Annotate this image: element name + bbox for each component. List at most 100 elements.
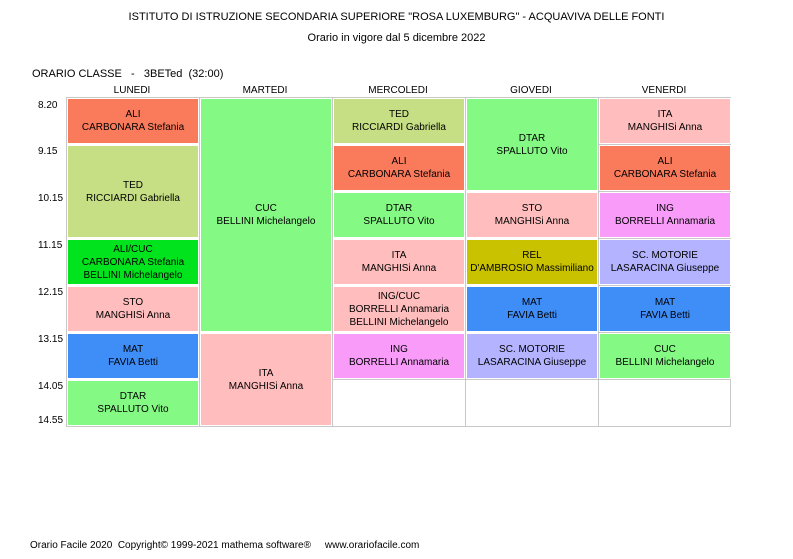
lesson-cell[interactable]: STO MANGHISi Anna [67,286,199,332]
lesson-cell[interactable]: ALI CARBONARA Stefania [67,98,199,144]
row-divider [332,379,465,380]
lesson-cell[interactable]: REL D'AMBROSIO Massimiliano [466,239,598,285]
lesson-subject: ITA [391,250,407,261]
column-divider [598,97,599,427]
validity-date: Orario in vigore dal 5 dicembre 2022 [307,32,486,44]
day-header: VENERDI [641,85,687,96]
lesson-teacher: FAVIA Betti [640,310,690,321]
lesson-subject: REL [522,250,542,261]
time-label: 11.15 [38,240,63,251]
row-divider [465,379,598,380]
lesson-teacher: BELLINI Michelangelo [216,216,316,227]
lesson-cell[interactable]: ING BORRELLI Annamaria [333,333,465,379]
lesson-subject: ING/CUC [377,290,421,302]
lesson-subject: STO [521,203,543,214]
lesson-cell[interactable]: MAT FAVIA Betti [599,286,731,332]
column-divider [199,97,200,427]
lesson-teacher: SPALLUTO Vito [363,216,435,227]
lesson-teacher: SPALLUTO Vito [97,404,169,415]
lesson-subject: DTAR [119,391,147,402]
lesson-cell[interactable]: ITA MANGHISi Anna [599,98,731,144]
row-divider [598,191,731,192]
lesson-subject: SC. MOTORIE [632,250,698,261]
lesson-cell[interactable]: SC. MOTORIE LASARACINA Giuseppe [466,333,598,379]
lesson-teacher: MANGHISi Anna [228,380,304,392]
lesson-subject: CUC [654,344,676,355]
day-header: GIOVEDI [510,85,552,96]
lesson-cell[interactable]: DTAR SPALLUTO Vito [333,192,465,238]
lesson-teacher: MANGHISi Anna [361,263,437,274]
lesson-teacher: LASARACINA Giuseppe [610,263,720,274]
class-title: ORARIO CLASSE - 3BETed (32:00) [32,68,224,80]
lesson-cell[interactable]: ALI CARBONARA Stefania [333,145,465,191]
lesson-subject: ING [656,203,674,214]
column-divider [465,97,466,427]
lesson-cell[interactable]: MAT FAVIA Betti [67,333,199,379]
lesson-subject: ING [390,344,408,355]
lesson-teacher: FAVIA Betti [507,310,557,321]
lesson-subject: DTAR [385,203,413,214]
lesson-cell[interactable]: ALI CARBONARA Stefania [599,145,731,191]
column-divider [332,97,333,427]
lesson-cell[interactable]: ING/CUC BORRELLI Annamaria BELLINI Michela… [333,286,465,332]
lesson-subject: TED [123,179,143,191]
lesson-teacher: BELLINI Michelangelo [615,357,715,368]
lesson-cell[interactable]: DTAR SPALLUTO Vito [466,98,598,191]
lesson-cell[interactable]: DTAR SPALLUTO Vito [67,380,199,426]
day-header: LUNEDI [113,85,151,96]
lesson-teacher: RICCIARDI Gabriella [352,122,446,133]
lesson-subject: ALI [657,156,673,167]
lesson-subject: MAT [654,297,676,308]
lesson-cell[interactable]: ITA MANGHISi Anna [200,333,332,426]
lesson-cell[interactable]: TED RICCIARDI Gabriella [67,145,199,238]
day-header: MERCOLEDI [368,85,428,96]
lesson-cell[interactable]: ITA MANGHISi Anna [333,239,465,285]
school-title: ISTITUTO DI ISTRUZIONE SECONDARIA SUPERI… [128,11,665,23]
lesson-cell[interactable]: MAT FAVIA Betti [466,286,598,332]
lesson-teacher: CARBONARA Stefania [81,122,185,133]
lesson-teacher: MANGHISi Anna [494,216,570,227]
row-divider [598,379,731,380]
row-divider [598,144,731,145]
lesson-teacher: FAVIA Betti [108,357,158,368]
time-label: 9.15 [38,146,58,157]
lesson-subject: STO [122,297,144,308]
row-divider [598,332,731,333]
day-header: MARTEDI [242,85,288,96]
lesson-teacher: CARBONARA Stefania [347,169,451,180]
lesson-cell[interactable]: ALI/CUC CARBONARA Stefania BELLINI Michela… [67,239,199,285]
lesson-cell[interactable]: TED RICCIARDI Gabriella [333,98,465,144]
lesson-subject: ALI/CUC [113,243,153,255]
lesson-cell[interactable]: ING BORRELLI Annamaria [599,192,731,238]
row-divider [598,285,731,286]
lesson-teacher: BORRELLI Annamaria [614,216,716,227]
lesson-teacher: RICCIARDI Gabriella [86,192,180,204]
lesson-teacher: BELLINI Michelangelo [83,269,183,281]
row-divider [598,238,731,239]
time-label: 12.15 [38,287,64,298]
lesson-subject: SC. MOTORIE [499,344,565,355]
lesson-teacher: BORRELLI Annamaria [348,357,450,368]
time-label: 14.55 [38,415,64,426]
lesson-cell[interactable]: STO MANGHISi Anna [466,192,598,238]
lesson-teacher: LASARACINA Giuseppe [477,357,587,368]
time-label: 14.05 [38,381,64,392]
lesson-subject: DTAR [518,132,546,144]
time-label: 13.15 [38,334,64,345]
lesson-teacher: BORRELLI Annamaria [348,303,450,315]
lesson-teacher: SPALLUTO Vito [496,145,568,157]
lesson-cell[interactable]: CUC BELLINI Michelangelo [200,98,332,332]
time-label: 10.15 [38,193,64,204]
lesson-subject: ITA [258,367,274,379]
lesson-cell[interactable]: SC. MOTORIE LASARACINA Giuseppe [599,239,731,285]
lesson-subject: ALI [391,156,407,167]
lesson-teacher: CARBONARA Stefania [613,169,717,180]
footer-copyright: Orario Facile 2020 Copyright© 1999-2021 … [30,540,420,551]
lesson-teacher: MANGHISi Anna [627,122,703,133]
lesson-teacher: BELLINI Michelangelo [349,316,449,328]
lesson-teacher: CARBONARA Stefania [81,256,185,268]
time-label: 8.20 [38,100,58,111]
lesson-teacher: D'AMBROSIO Massimiliano [470,263,594,274]
lesson-cell[interactable]: CUC BELLINI Michelangelo [599,333,731,379]
lesson-subject: MAT [521,297,543,308]
